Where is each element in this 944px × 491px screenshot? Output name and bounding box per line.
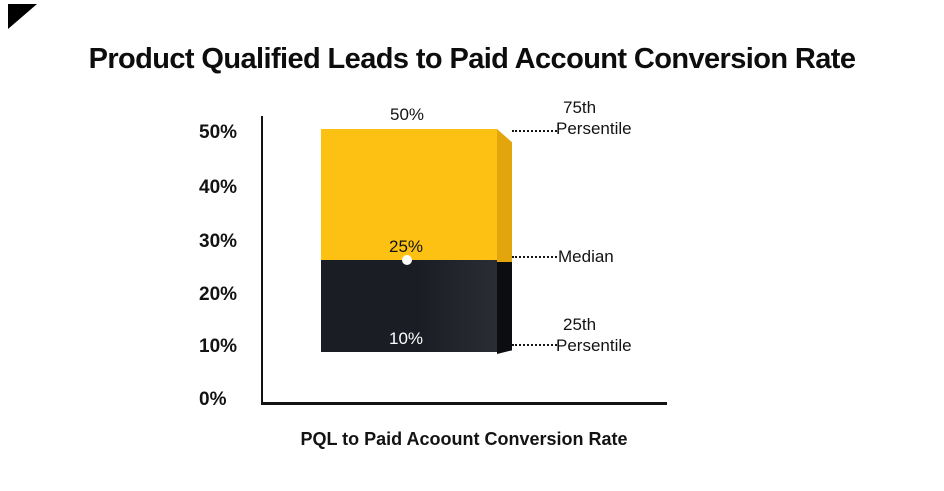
value-label-75th: 50%: [389, 105, 425, 124]
connector-75th: [512, 130, 557, 132]
y-tick-30: 30%: [199, 231, 238, 252]
x-axis-title: PQL to Paid Acoount Conversion Rate: [300, 429, 628, 449]
annotation-75th-line1: 75th: [563, 98, 597, 117]
median-dot-marker: [402, 255, 412, 265]
y-tick-50: 50%: [199, 122, 238, 143]
y-axis-line: [261, 116, 263, 404]
annotation-75th-line2: Persentile: [556, 119, 632, 138]
value-label-25th: 10%: [388, 329, 424, 348]
corner-accent-triangle: [8, 4, 37, 29]
value-label-median: 25%: [388, 237, 424, 256]
annotation-median: Median: [558, 246, 614, 267]
connector-25th: [512, 344, 557, 346]
bar-side-face-yellow: [497, 129, 512, 262]
y-tick-10: 10%: [199, 336, 238, 357]
bar-segment-25th-to-median: [321, 260, 497, 352]
annotation-25th-percentile: 25th Persentile: [556, 314, 632, 356]
annotation-25th-line2: Persentile: [556, 336, 632, 355]
annotation-median-line1: Median: [558, 247, 614, 266]
annotation-75th-percentile: 75th Persentile: [556, 97, 632, 139]
y-tick-20: 20%: [199, 284, 238, 305]
connector-median: [512, 256, 557, 258]
bar-side-face-black: [497, 262, 512, 354]
bar-segment-median-to-75th: [321, 129, 497, 260]
y-tick-40: 40%: [199, 177, 238, 198]
x-axis-line: [261, 402, 667, 405]
chart-title: Product Qualified Leads to Paid Account …: [88, 43, 856, 75]
annotation-25th-line1: 25th: [563, 315, 597, 334]
y-tick-0: 0%: [199, 389, 227, 410]
